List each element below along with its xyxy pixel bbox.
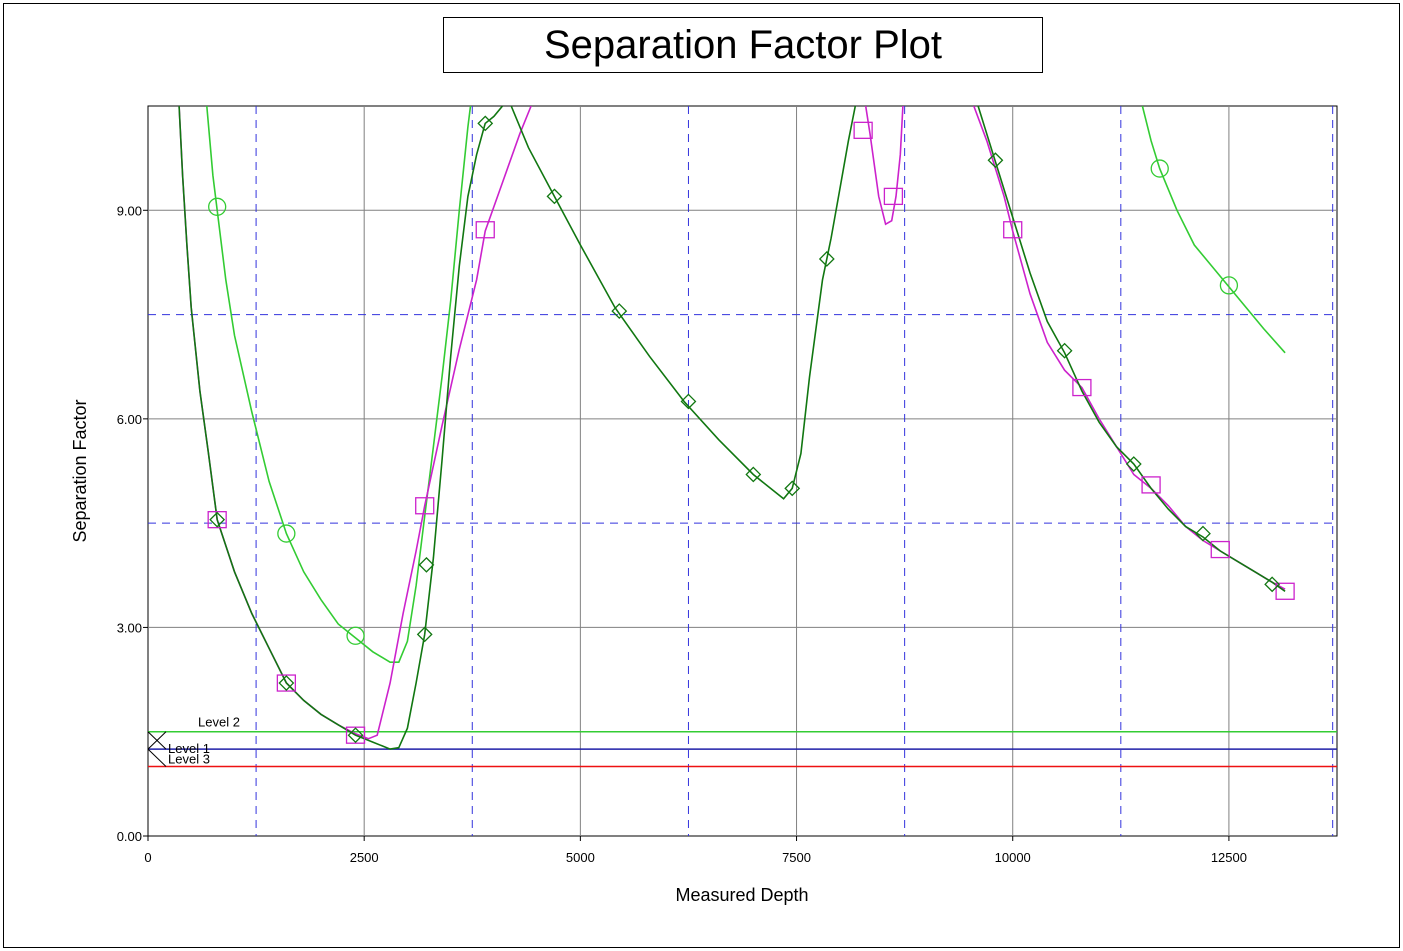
- square-marker: [207, 511, 227, 529]
- diamond-marker: [418, 556, 435, 573]
- square-marker: [1275, 582, 1295, 600]
- diamond-marker: [546, 188, 563, 205]
- circle-marker: [1219, 276, 1239, 295]
- x-tick-label: 12500: [1211, 850, 1247, 865]
- diamond-marker: [209, 511, 226, 528]
- y-tick-label: 0.00: [117, 829, 142, 844]
- x-tick-label: 10000: [995, 850, 1031, 865]
- square-marker: [883, 187, 904, 206]
- series-line: [206, 106, 472, 663]
- circle-marker: [277, 524, 296, 543]
- plot-area: [147, 105, 1338, 837]
- diamond-marker: [347, 727, 364, 744]
- diamond-marker: [477, 115, 494, 132]
- diamond-marker: [611, 303, 628, 320]
- circle-marker: [1150, 159, 1169, 178]
- level-label: Level 2: [198, 715, 240, 730]
- circle-marker: [208, 197, 227, 216]
- square-marker: [415, 497, 435, 515]
- chart-title: Separation Factor Plot: [443, 17, 1043, 73]
- x-tick-label: 2500: [350, 850, 379, 865]
- x-axis-title: Measured Depth: [675, 885, 808, 905]
- square-marker: [276, 674, 297, 692]
- chart-frame: [3, 3, 1400, 948]
- x-tick-label: 5000: [566, 850, 595, 865]
- markers-group: [207, 115, 1295, 744]
- series-line: [1141, 106, 1286, 354]
- diamond-marker: [278, 675, 295, 691]
- y-tick-label: 9.00: [117, 203, 142, 218]
- diamond-marker: [1264, 576, 1281, 593]
- diamond-marker: [1125, 456, 1142, 472]
- level-leader: [147, 731, 167, 750]
- square-marker: [345, 726, 366, 744]
- level-label: Level 1: [168, 741, 210, 756]
- series-line: [510, 106, 857, 500]
- diamond-marker: [416, 626, 433, 643]
- level-leader: [147, 748, 167, 767]
- diamond-marker: [987, 152, 1004, 169]
- series-line: [977, 106, 1286, 592]
- diamond-marker: [745, 466, 762, 483]
- square-marker: [1072, 378, 1092, 397]
- square-marker: [1003, 221, 1023, 239]
- axis-ticks: 0 2500 5000 7500 10000 12500 0.00 3.00 6.00 9.00: [117, 203, 1247, 865]
- series-line: [864, 106, 904, 226]
- diamond-marker: [818, 251, 835, 267]
- y-tick-label: 3.00: [117, 620, 142, 635]
- y-axis-title: Separation Factor: [70, 399, 90, 542]
- grid-lines: [148, 106, 1337, 836]
- diamond-marker: [784, 480, 801, 497]
- level-label: Level 3: [168, 751, 210, 766]
- square-marker: [475, 221, 495, 239]
- diamond-marker: [680, 393, 697, 410]
- x-tick-label: 0: [144, 850, 151, 865]
- diamond-marker: [1195, 525, 1211, 542]
- circle-marker: [346, 626, 365, 645]
- square-marker: [1141, 476, 1161, 494]
- diamond-marker: [1056, 342, 1073, 359]
- square-marker: [853, 121, 873, 139]
- y-tick-label: 6.00: [117, 412, 142, 427]
- x-tick-label: 7500: [782, 850, 811, 865]
- dashed-grid-lines: [148, 106, 1337, 836]
- square-marker: [1210, 540, 1230, 559]
